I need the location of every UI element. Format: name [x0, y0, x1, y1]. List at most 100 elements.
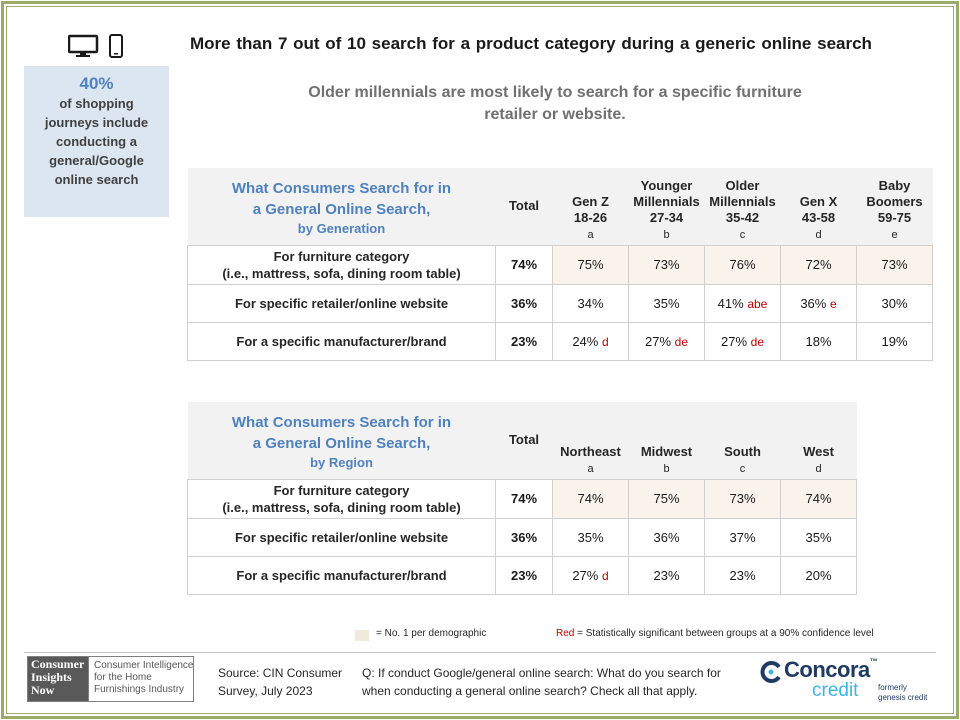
column-header-line: 35-42 — [725, 209, 760, 225]
total-cell: 23% — [495, 555, 553, 595]
row-label-line: (i.e., mattress, sofa, dining room table… — [222, 265, 461, 281]
legend-red-word: Red — [556, 628, 575, 639]
cell-value: 72% — [805, 257, 832, 272]
data-cell: 74% — [552, 478, 629, 519]
data-cell: 76% — [704, 244, 781, 285]
concora-name: Concora — [784, 657, 870, 682]
data-cell: 74% — [780, 478, 857, 519]
cin-logo-mark: Consumer Insights Now — [28, 657, 89, 701]
cell-value: 30% — [881, 295, 908, 311]
column-header-line: Gen Z — [572, 193, 609, 209]
data-cell: 41% abe — [704, 283, 781, 323]
table-title-line: a General Online Search, — [252, 435, 431, 453]
column-header-younger-millennials: Younger Millennials 27-34 b — [628, 168, 705, 245]
cell-value: 75% — [653, 491, 680, 506]
subtitle-line: retailer or website. — [484, 106, 626, 123]
slide-title: More than 7 out of 10 search for a produ… — [190, 34, 872, 53]
cell-value: 35% — [805, 529, 832, 545]
column-letter: b — [663, 462, 670, 475]
cin-logo-line: Consumer — [31, 657, 85, 671]
significance-letters: e — [829, 296, 837, 311]
concora-credit-word: credit — [812, 680, 859, 701]
column-header-line: Baby — [878, 177, 911, 193]
concora-wordmark: Concora™ — [784, 657, 878, 683]
data-cell: 73% — [856, 244, 933, 285]
column-header-line: Older — [725, 177, 760, 193]
data-cell: 73% — [628, 244, 705, 285]
row-label: For furniture category (i.e., mattress, … — [187, 244, 496, 285]
column-header-line: Gen X — [799, 193, 838, 209]
table-row: For specific retailer/online website 36%… — [187, 283, 933, 323]
column-header-northeast: Northeast a — [552, 402, 629, 479]
data-cell: 35% — [628, 283, 705, 323]
total-cell: 74% — [495, 244, 553, 285]
table-title: What Consumers Search for in a General O… — [187, 168, 496, 245]
row-label: For furniture category (i.e., mattress, … — [187, 478, 496, 519]
region-table: What Consumers Search for in a General O… — [187, 402, 857, 595]
data-cell: 20% — [780, 555, 857, 595]
table-header-row: What Consumers Search for in a General O… — [187, 168, 933, 245]
column-header-line: Boomers — [866, 193, 923, 209]
concora-trademark: ™ — [869, 657, 878, 666]
column-letter: e — [891, 228, 898, 241]
column-letter: d — [815, 462, 822, 475]
column-header-line: Millennials — [709, 193, 776, 209]
stat-line: general/Google — [49, 153, 144, 168]
cell-value: 36% — [800, 295, 827, 311]
data-cell: 36% — [628, 517, 705, 557]
column-header-line: Northeast — [560, 443, 621, 459]
column-header-west: West d — [780, 402, 857, 479]
column-letter: c — [739, 462, 746, 475]
stat-description: of shopping journeys include conducting … — [24, 94, 169, 189]
cell-value: 41% — [717, 295, 744, 311]
column-header-line: South — [724, 443, 761, 459]
data-cell: 35% — [552, 517, 629, 557]
row-label-line: For furniture category — [273, 482, 410, 498]
cell-value: 18% — [805, 333, 832, 349]
total-cell: 36% — [495, 517, 553, 557]
table-title-by: by Generation — [297, 221, 386, 237]
significance-letters: de — [674, 334, 688, 349]
row-label: For specific retailer/online website — [187, 283, 496, 323]
row-label-line: For furniture category — [273, 248, 410, 264]
column-header-south: South c — [704, 402, 781, 479]
cell-value: 34% — [577, 295, 604, 311]
cin-logo-line: Insights — [31, 670, 72, 684]
row-label: For a specific manufacturer/brand — [187, 555, 496, 595]
row-label-line: (i.e., mattress, sofa, dining room table… — [222, 499, 461, 515]
concora-formerly-line: genesis credit — [878, 693, 928, 702]
cell-value: 27% — [644, 333, 672, 349]
cell-value: 74% — [577, 491, 604, 506]
slide-frame-inner — [6, 6, 954, 714]
data-cell: 73% — [704, 478, 781, 519]
data-cell: 30% — [856, 283, 933, 323]
significance-letters: d — [601, 568, 609, 583]
table-title-line: a General Online Search, — [252, 201, 431, 219]
subtitle-line: Older millennials are most likely to sea… — [308, 84, 802, 101]
data-cell: 19% — [856, 321, 933, 361]
column-header-midwest: Midwest b — [628, 402, 705, 479]
data-cell: 23% — [704, 555, 781, 595]
cell-value: 73% — [881, 257, 908, 272]
legend-highlight-swatch — [355, 630, 369, 641]
column-letter: c — [739, 228, 746, 241]
table-row: For furniture category (i.e., mattress, … — [187, 478, 857, 519]
cell-value: 19% — [881, 333, 908, 349]
concora-formerly-line: formerly — [878, 683, 907, 692]
column-header-older-millennials: Older Millennials 35-42 c — [704, 168, 781, 245]
row-label: For specific retailer/online website — [187, 517, 496, 557]
data-cell: 37% — [704, 517, 781, 557]
concora-mark-icon — [760, 661, 781, 683]
data-cell: 27% de — [628, 321, 705, 361]
cell-value: 23% — [729, 567, 756, 583]
cell-value: 74% — [805, 491, 832, 506]
significance-letters: de — [750, 334, 764, 349]
cell-value: 75% — [577, 257, 604, 272]
data-cell: 27% de — [704, 321, 781, 361]
column-header-line: Millennials — [633, 193, 700, 209]
cin-logo-line: Now — [31, 683, 55, 697]
cell-value: 24% — [572, 333, 599, 349]
column-header-line: 27-34 — [649, 209, 684, 225]
cell-value: 20% — [805, 567, 832, 583]
